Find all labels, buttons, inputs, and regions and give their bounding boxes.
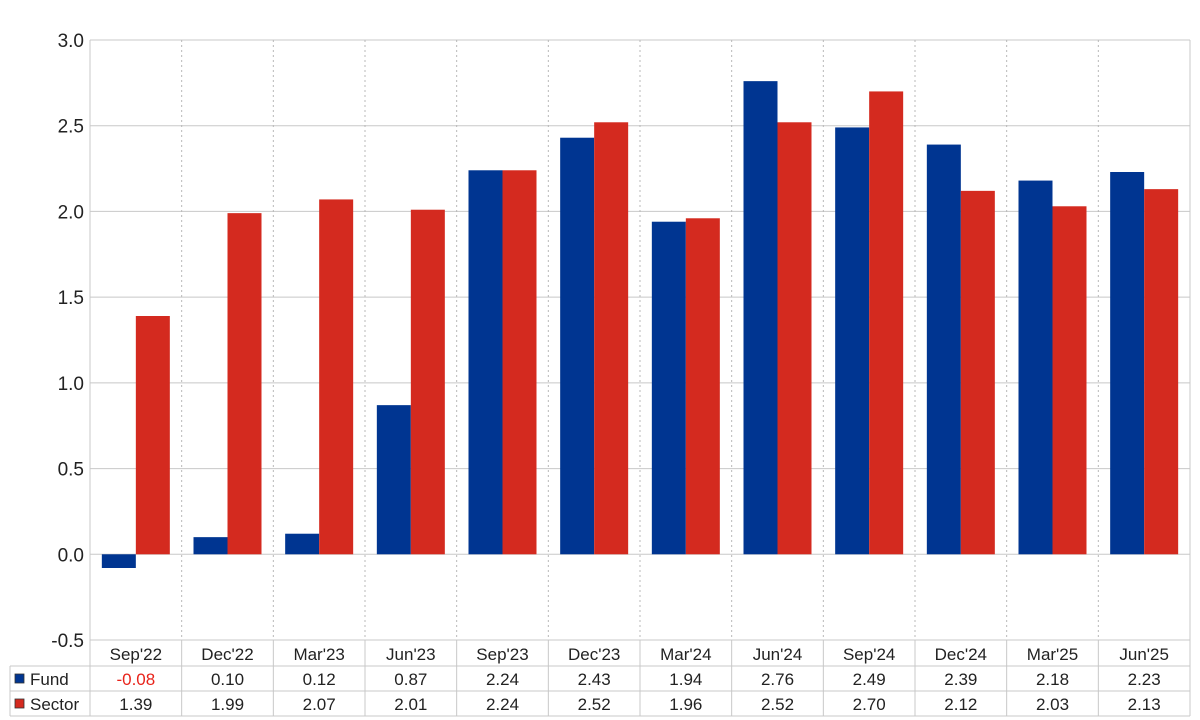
legend-label-sector: Sector — [30, 695, 79, 714]
fund-bar — [560, 137, 595, 555]
data-label: 2.24 — [486, 670, 519, 689]
fund-bar — [193, 537, 228, 555]
sector-bar — [594, 122, 629, 555]
data-label: 1.96 — [669, 695, 702, 714]
bars — [101, 81, 1179, 568]
grid-lines — [89, 39, 1191, 641]
sector-bar — [1144, 189, 1179, 555]
data-label: 2.18 — [1036, 670, 1069, 689]
data-label: 2.43 — [578, 670, 611, 689]
sector-bar — [869, 91, 904, 555]
data-label: 0.10 — [211, 670, 244, 689]
data-label: 0.12 — [303, 670, 336, 689]
fund-bar — [1018, 180, 1053, 555]
data-label: 2.03 — [1036, 695, 1069, 714]
data-label: 2.12 — [944, 695, 977, 714]
data-label: 2.23 — [1128, 670, 1161, 689]
category-label: Sep'24 — [843, 645, 895, 664]
sector-bar — [135, 316, 170, 555]
y-tick-label: 0.5 — [58, 460, 84, 481]
fund-bar — [743, 81, 778, 555]
legend-swatch-sector — [14, 698, 25, 709]
data-label: 2.07 — [303, 695, 336, 714]
y-tick-label: -0.5 — [51, 631, 84, 652]
sector-bar — [960, 190, 995, 555]
category-label: Mar'23 — [293, 645, 344, 664]
fund-bar — [468, 170, 503, 555]
data-label: 1.99 — [211, 695, 244, 714]
fund-bar — [1110, 172, 1145, 555]
data-label: 2.70 — [853, 695, 886, 714]
y-tick-label: 2.5 — [58, 117, 84, 138]
fund-bar — [101, 554, 136, 568]
category-label: Jun'23 — [386, 645, 436, 664]
sector-bar — [502, 170, 537, 555]
category-label: Dec'24 — [935, 645, 987, 664]
y-tick-label: 1.5 — [58, 288, 84, 309]
y-tick-label: 3.0 — [58, 31, 84, 52]
data-label: 0.87 — [394, 670, 427, 689]
sector-bar — [319, 199, 354, 555]
fund-bar — [926, 144, 961, 555]
sector-bar — [1052, 206, 1087, 555]
category-label: Jun'24 — [753, 645, 803, 664]
data-label: 2.13 — [1128, 695, 1161, 714]
category-label: Sep'23 — [476, 645, 528, 664]
data-label: 1.39 — [119, 695, 152, 714]
fund-bar — [651, 221, 686, 555]
data-label: 2.01 — [394, 695, 427, 714]
sector-bar — [410, 209, 445, 555]
data-label: 2.52 — [761, 695, 794, 714]
category-label: Sep'22 — [110, 645, 162, 664]
data-table: Sep'22 Dec'22 Mar'23 Jun'23 Sep'23 Dec'23 Mar'… — [9, 639, 1191, 717]
fund-bar — [835, 127, 870, 555]
category-label: Dec'23 — [568, 645, 620, 664]
fund-bar — [285, 533, 320, 555]
category-label: Mar'25 — [1027, 645, 1078, 664]
data-label: 2.39 — [944, 670, 977, 689]
category-label: Jun'25 — [1119, 645, 1169, 664]
data-label: 2.49 — [853, 670, 886, 689]
sector-bar — [777, 122, 812, 555]
sector-bar — [227, 213, 262, 555]
data-label: 2.24 — [486, 695, 519, 714]
y-tick-label: 1.0 — [58, 374, 84, 395]
data-label: 1.94 — [669, 670, 702, 689]
sector-bar — [685, 218, 720, 555]
category-label: Mar'24 — [660, 645, 711, 664]
y-tick-label: 2.0 — [58, 202, 84, 223]
fund-bar — [376, 405, 411, 555]
data-label: 2.52 — [578, 695, 611, 714]
category-label: Dec'22 — [201, 645, 253, 664]
legend-swatch-fund — [14, 673, 25, 684]
y-tick-label: 0.0 — [58, 545, 84, 566]
data-label: 2.76 — [761, 670, 794, 689]
y-axis: -0.5 0.0 0.5 1.0 1.5 2.0 2.5 3.0 — [51, 31, 84, 652]
data-label: -0.08 — [116, 670, 155, 689]
legend-label-fund: Fund — [30, 670, 69, 689]
